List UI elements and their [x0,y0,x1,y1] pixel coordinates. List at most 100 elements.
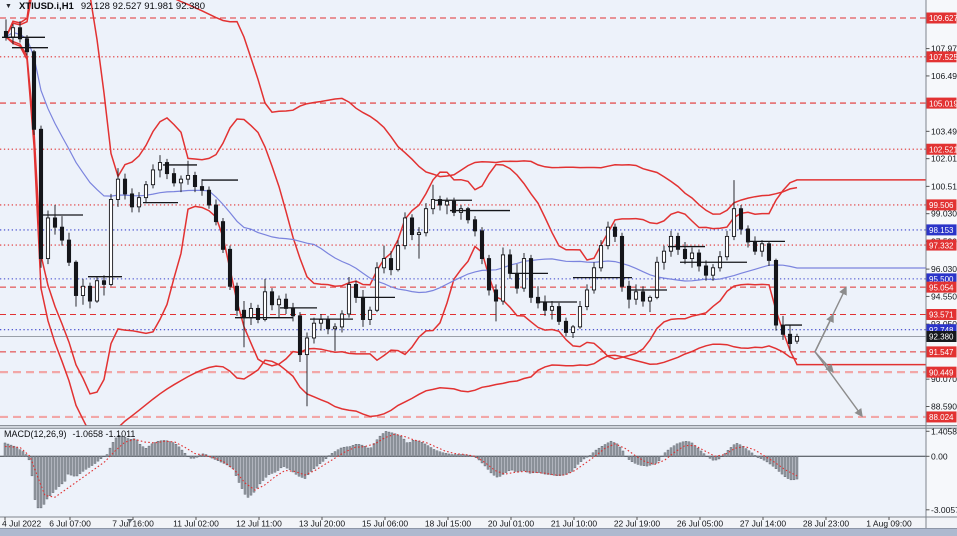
price-axis[interactable] [926,0,957,517]
candle-body [745,228,751,243]
price-level-badge: 109.627 [929,14,957,23]
macd-histogram-bar [96,456,100,462]
macd-histogram-bar [693,445,697,457]
candle-body [710,267,716,276]
macd-histogram-bar [198,454,202,457]
candle-body [794,336,800,342]
macd-histogram-bar [453,454,457,457]
macd-histogram-bar [159,440,163,457]
candle-body [304,337,310,356]
macd-histogram-bar [489,456,493,474]
macd-histogram-bar [258,456,262,485]
macd-histogram-bar [237,456,241,483]
macd-histogram-bar [687,441,691,457]
macd-histogram-bar [549,456,553,476]
macd-histogram-bar [345,446,349,457]
candle-body [52,217,58,228]
time-tick-label: 12 Jul 11:00 [236,519,282,529]
macd-histogram-bar [72,456,76,477]
candle-body [3,30,9,38]
time-axis[interactable] [0,517,957,528]
price-level-badge-bg [926,97,957,109]
macd-histogram-bar [585,456,589,458]
macd-histogram-bar [18,449,22,457]
macd-histogram-bar [276,456,280,471]
candle-body [66,239,72,263]
macd-histogram-bar [741,446,745,457]
time-tick-label: 13 Jul 20:00 [299,519,346,529]
macd-histogram-bar [636,456,640,465]
macd-histogram-bar [45,456,49,500]
macd-histogram-bar [723,453,727,457]
candle-body [465,208,471,221]
macd-histogram-bar [147,445,151,457]
candle-body [73,261,79,296]
macd-histogram-bar [627,456,631,460]
candle-body [10,27,16,38]
macd-histogram-bar [381,433,385,457]
projection-arrow[interactable] [814,286,847,353]
macd-histogram-bar [594,449,598,457]
projection-arrow[interactable] [814,351,863,418]
scroll-shift-marker-icon[interactable] [127,519,133,523]
candle-body [654,261,660,298]
macd-histogram-bar [246,456,250,498]
macd-histogram-bar [60,456,64,485]
candle-body [255,307,261,320]
macd-histogram-bar [543,456,547,475]
time-tick-label: 28 Jul 23:00 [803,519,850,529]
current-price-badge-bg [926,331,957,343]
macd-histogram-bar [639,456,643,466]
macd-histogram-bar [765,456,769,463]
macd-histogram-bar [609,440,613,457]
candle-body [759,243,765,252]
candle-body [325,319,331,330]
macd-histogram-bar [195,456,199,458]
macd-histogram-bar [12,445,16,457]
candle-body [605,226,611,247]
macd-histogram-bar [747,450,751,457]
candle-body [122,178,128,195]
candle-body [31,51,37,130]
macd-histogram-bar [168,441,172,457]
candle-body [437,199,443,206]
candle-body [486,258,492,291]
macd-histogram-bar [408,442,412,457]
price-pane[interactable] [0,0,926,426]
macd-histogram-bar [483,456,487,467]
macd-histogram-bar [462,454,466,457]
macd-tick-label: 1.4058 [931,426,957,436]
macd-histogram-bar [615,443,619,457]
macd-histogram-bar [402,438,406,457]
price-level-badge-bg [926,366,957,378]
pane-splitter[interactable] [0,425,957,429]
macd-histogram-bar [537,456,541,473]
macd-histogram-bar [441,452,445,457]
macd-histogram-bar [21,451,25,457]
price-level-badge: 99.506 [929,201,954,210]
macd-histogram-bar [330,453,334,457]
macd-histogram-bar [66,456,70,475]
candle-body [479,230,485,260]
macd-histogram-bar [681,441,685,457]
price-tick-label: 99.030 [931,209,957,219]
time-tick-label: 1 Aug 09:00 [866,519,912,529]
macd-histogram-bar [651,456,655,465]
macd-histogram-bar [702,453,706,457]
macd-histogram-bar [33,456,37,500]
candle-body [346,283,352,315]
macd-histogram-bar [234,456,238,476]
candle-body [178,178,184,184]
macd-histogram-bar [783,456,787,477]
candle-body [668,235,674,252]
macd-histogram-bar [39,456,43,509]
price-level-badge-bg [926,309,957,321]
macd-histogram-bar [48,456,52,497]
main-pane-layers [0,0,926,426]
price-level-badge-bg [926,239,957,251]
candle-body [206,189,212,206]
candle-body [570,326,576,333]
candle-body [787,333,793,344]
candle-body [577,306,583,328]
